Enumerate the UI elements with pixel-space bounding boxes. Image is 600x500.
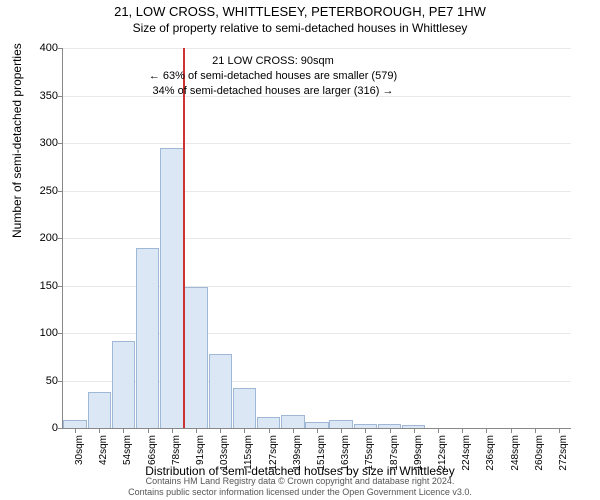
xtick-label: 115sqm <box>243 435 254 475</box>
xtick-mark <box>269 428 270 433</box>
xtick-label: 66sqm <box>147 435 158 475</box>
histogram-bar <box>184 287 207 428</box>
xtick-label: 236sqm <box>485 435 496 475</box>
xtick-label: 78sqm <box>171 435 182 475</box>
ytick-mark <box>58 286 63 287</box>
xtick-label: 30sqm <box>74 435 85 475</box>
xtick-mark <box>196 428 197 433</box>
xtick-mark <box>341 428 342 433</box>
histogram-bar <box>257 417 280 428</box>
ytick-mark <box>58 143 63 144</box>
xtick-mark <box>99 428 100 433</box>
xtick-label: 42sqm <box>98 435 109 475</box>
histogram-bar <box>233 388 256 428</box>
gridline <box>63 238 571 239</box>
xtick-mark <box>75 428 76 433</box>
xtick-mark <box>511 428 512 433</box>
xtick-label: 260sqm <box>534 435 545 475</box>
gridline <box>63 48 571 49</box>
ytick-mark <box>58 96 63 97</box>
ytick-mark <box>58 428 63 429</box>
xtick-mark <box>559 428 560 433</box>
xtick-label: 54sqm <box>122 435 133 475</box>
xtick-mark <box>123 428 124 433</box>
gridline <box>63 143 571 144</box>
annotation-line: 21 LOW CROSS: 90sqm <box>123 54 423 69</box>
xtick-label: 199sqm <box>413 435 424 475</box>
ytick-label: 150 <box>0 280 58 292</box>
histogram-bar <box>209 354 232 428</box>
ytick-label: 250 <box>0 185 58 197</box>
xtick-mark <box>462 428 463 433</box>
xtick-label: 103sqm <box>219 435 230 475</box>
reference-annotation: 21 LOW CROSS: 90sqm← 63% of semi-detache… <box>123 54 423 99</box>
footer-attribution: Contains HM Land Registry data © Crown c… <box>0 476 600 498</box>
reference-line <box>183 48 185 428</box>
xtick-label: 175sqm <box>364 435 375 475</box>
xtick-mark <box>414 428 415 433</box>
ytick-label: 0 <box>0 422 58 434</box>
annotation-line: ← 63% of semi-detached houses are smalle… <box>123 69 423 84</box>
histogram-bar <box>329 420 352 428</box>
xtick-label: 224sqm <box>461 435 472 475</box>
xtick-mark <box>317 428 318 433</box>
annotation-line: 34% of semi-detached houses are larger (… <box>123 84 423 99</box>
ytick-label: 400 <box>0 42 58 54</box>
gridline <box>63 191 571 192</box>
ytick-mark <box>58 381 63 382</box>
ytick-label: 100 <box>0 327 58 339</box>
ytick-label: 50 <box>0 375 58 387</box>
xtick-mark <box>486 428 487 433</box>
ytick-mark <box>58 48 63 49</box>
histogram-bar <box>88 392 111 428</box>
xtick-mark <box>438 428 439 433</box>
histogram-bar <box>63 420 86 428</box>
xtick-label: 163sqm <box>340 435 351 475</box>
xtick-label: 248sqm <box>510 435 521 475</box>
ytick-label: 200 <box>0 232 58 244</box>
xtick-label: 272sqm <box>558 435 569 475</box>
xtick-mark <box>293 428 294 433</box>
xtick-label: 187sqm <box>389 435 400 475</box>
ytick-mark <box>58 238 63 239</box>
ytick-label: 300 <box>0 137 58 149</box>
xtick-label: 151sqm <box>316 435 327 475</box>
histogram-chart: 21 LOW CROSS: 90sqm← 63% of semi-detache… <box>62 48 571 429</box>
histogram-bar <box>160 148 183 428</box>
xtick-mark <box>172 428 173 433</box>
xtick-label: 91sqm <box>195 435 206 475</box>
histogram-bar <box>112 341 135 428</box>
ytick-mark <box>58 333 63 334</box>
xtick-mark <box>244 428 245 433</box>
footer-line-2: Contains public sector information licen… <box>0 487 600 498</box>
histogram-bar <box>136 248 159 429</box>
histogram-bar <box>281 415 304 428</box>
xtick-mark <box>365 428 366 433</box>
xtick-mark <box>220 428 221 433</box>
xtick-label: 127sqm <box>268 435 279 475</box>
page-subtitle: Size of property relative to semi-detach… <box>0 21 600 35</box>
xtick-label: 212sqm <box>437 435 448 475</box>
ytick-mark <box>58 191 63 192</box>
xtick-mark <box>535 428 536 433</box>
footer-line-1: Contains HM Land Registry data © Crown c… <box>0 476 600 487</box>
xtick-label: 139sqm <box>292 435 303 475</box>
page-title: 21, LOW CROSS, WHITTLESEY, PETERBOROUGH,… <box>0 4 600 19</box>
xtick-mark <box>148 428 149 433</box>
ytick-label: 350 <box>0 90 58 102</box>
xtick-mark <box>390 428 391 433</box>
